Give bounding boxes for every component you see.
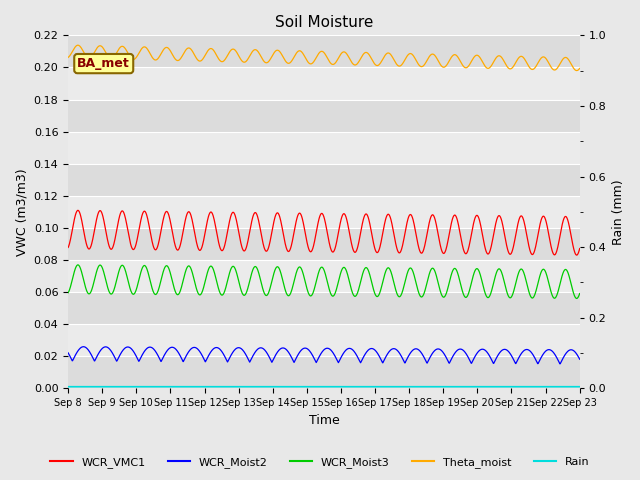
Bar bbox=[68, 132, 580, 164]
Bar bbox=[68, 67, 580, 99]
Bar bbox=[68, 356, 580, 388]
Bar bbox=[68, 196, 580, 228]
Y-axis label: VWC (m3/m3): VWC (m3/m3) bbox=[15, 168, 28, 256]
Bar bbox=[68, 228, 580, 260]
Text: BA_met: BA_met bbox=[77, 57, 130, 70]
Title: Soil Moisture: Soil Moisture bbox=[275, 15, 373, 30]
Bar bbox=[68, 164, 580, 196]
Bar bbox=[68, 99, 580, 132]
Bar bbox=[68, 324, 580, 356]
Bar bbox=[68, 36, 580, 67]
Legend: WCR_VMC1, WCR_Moist2, WCR_Moist3, Theta_moist, Rain: WCR_VMC1, WCR_Moist2, WCR_Moist3, Theta_… bbox=[46, 452, 594, 472]
Bar bbox=[68, 292, 580, 324]
Bar bbox=[68, 260, 580, 292]
X-axis label: Time: Time bbox=[308, 414, 339, 427]
Y-axis label: Rain (mm): Rain (mm) bbox=[612, 179, 625, 245]
